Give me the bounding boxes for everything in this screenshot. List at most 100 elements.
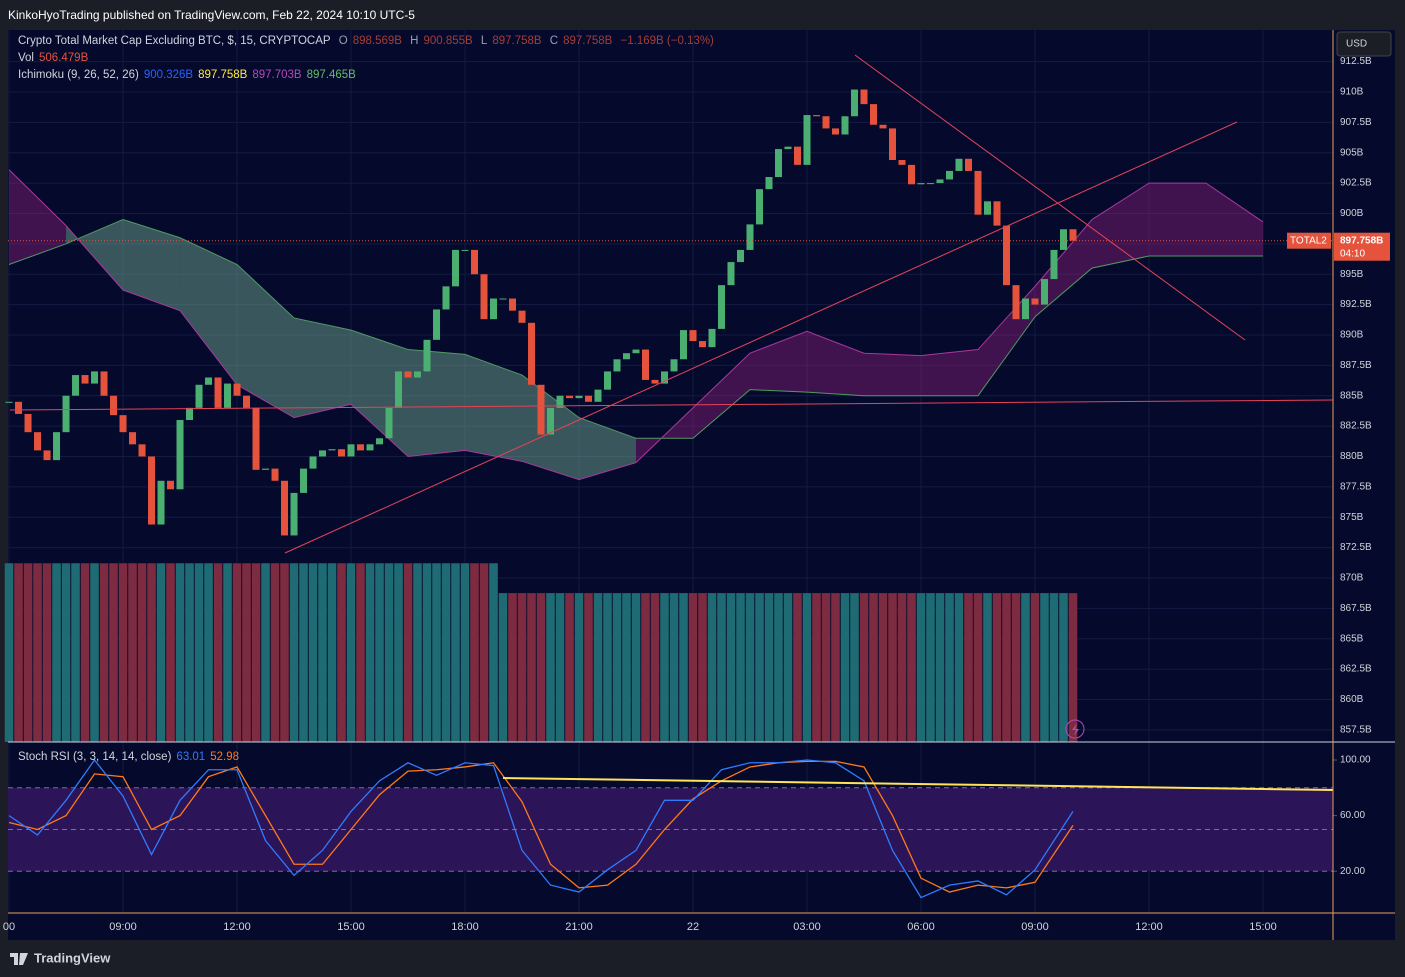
y-tick-label: 872.5B [1340, 542, 1372, 553]
volume-bar [745, 593, 755, 742]
candle [1069, 229, 1077, 241]
o: 898.569B [352, 35, 402, 47]
volume-bar [679, 593, 688, 742]
candle [404, 371, 412, 378]
candle [328, 449, 336, 451]
volume-bar [850, 593, 859, 742]
volume-bar [707, 593, 717, 742]
volume-bar [71, 563, 80, 742]
volume-bar [204, 563, 213, 742]
candle [53, 432, 61, 461]
candle [566, 395, 574, 399]
candle [138, 444, 146, 457]
y-tick-label: 100.00 [1340, 755, 1371, 766]
volume-bar [726, 593, 736, 742]
candle [499, 298, 507, 300]
cloud-fill [351, 330, 409, 457]
candle [727, 262, 735, 286]
cloud-fill [180, 237, 238, 385]
volume-bar [337, 563, 346, 742]
y-tick-label: 902.5B [1340, 178, 1372, 189]
logo [10, 953, 28, 965]
volume-bar [983, 593, 992, 742]
candle [214, 377, 222, 408]
candle [537, 384, 545, 435]
volume-bar [90, 563, 99, 742]
candle [642, 349, 650, 380]
countdown: 04:10 [1340, 248, 1365, 259]
volume-bar [821, 593, 831, 742]
volume-bar [479, 563, 489, 742]
candle [1021, 298, 1029, 320]
volume-bar [299, 563, 308, 742]
trendline [9, 399, 1334, 411]
y-tick-label: 895B [1340, 269, 1364, 280]
volume-bar [346, 563, 356, 742]
volume-bar [308, 563, 318, 742]
volume-bar [223, 563, 232, 742]
volume-bar [812, 593, 821, 742]
cloud-fill [465, 354, 523, 462]
candle [186, 407, 194, 421]
volume-bar [156, 563, 166, 742]
candle [24, 413, 32, 433]
volume-bar [1030, 593, 1040, 742]
y-tick-label: 900B [1340, 208, 1364, 219]
candle [347, 444, 355, 457]
candle [319, 450, 327, 457]
candle [43, 450, 51, 461]
candle [775, 149, 783, 178]
footer-bg [0, 940, 1405, 977]
h-label: H [410, 35, 419, 47]
candle [300, 468, 308, 493]
volume-bar [118, 563, 128, 742]
title: Crypto Total Market Cap Excluding BTC, $… [18, 35, 331, 47]
candle [423, 339, 431, 372]
volume-bar [99, 563, 109, 742]
volume-bar [327, 563, 337, 742]
volume-bar [622, 593, 631, 742]
candle [490, 298, 498, 320]
cloud-fill [1148, 183, 1206, 256]
brand: TradingView [34, 950, 111, 965]
candle [243, 395, 251, 408]
icon[interactable] [1065, 719, 1085, 739]
y-tick-label: 877.5B [1340, 481, 1372, 492]
candle [148, 456, 156, 525]
trendline [284, 121, 1238, 554]
currency-button[interactable] [1336, 31, 1392, 57]
x-tick-label: 15:00 [337, 921, 365, 933]
candle [252, 407, 260, 470]
volume-bar [584, 593, 593, 742]
y-tick-label: 20.00 [1340, 866, 1365, 877]
y-tick-label: 862.5B [1340, 664, 1372, 675]
candle [461, 249, 469, 251]
candle [917, 183, 925, 185]
volume-bar [384, 563, 394, 742]
candle [556, 395, 564, 408]
stoch-line [8, 760, 1074, 893]
volume-bar [935, 593, 945, 742]
volume-bar [23, 563, 33, 742]
volume-bar [517, 593, 527, 742]
y-tick-label: 912.5B [1340, 56, 1372, 67]
volume-bar [498, 593, 508, 742]
candle [983, 201, 991, 215]
candle [167, 480, 175, 490]
cloud-fill [693, 353, 751, 439]
volume-bar [432, 563, 441, 742]
volume-bar [451, 563, 460, 742]
candle [1031, 298, 1039, 305]
volume-bar [631, 593, 641, 742]
cloud-fill [863, 353, 921, 396]
k-value: 63.01 [176, 751, 206, 763]
volume-bar [954, 593, 964, 742]
x-tick-label: 15:00 [1249, 921, 1277, 933]
candle [338, 449, 346, 457]
x-tick-label: 00 [3, 921, 15, 933]
candle [5, 401, 13, 403]
candle [756, 189, 764, 225]
candle [518, 310, 526, 323]
volume-bar [641, 593, 650, 742]
volume-bar [565, 593, 574, 742]
